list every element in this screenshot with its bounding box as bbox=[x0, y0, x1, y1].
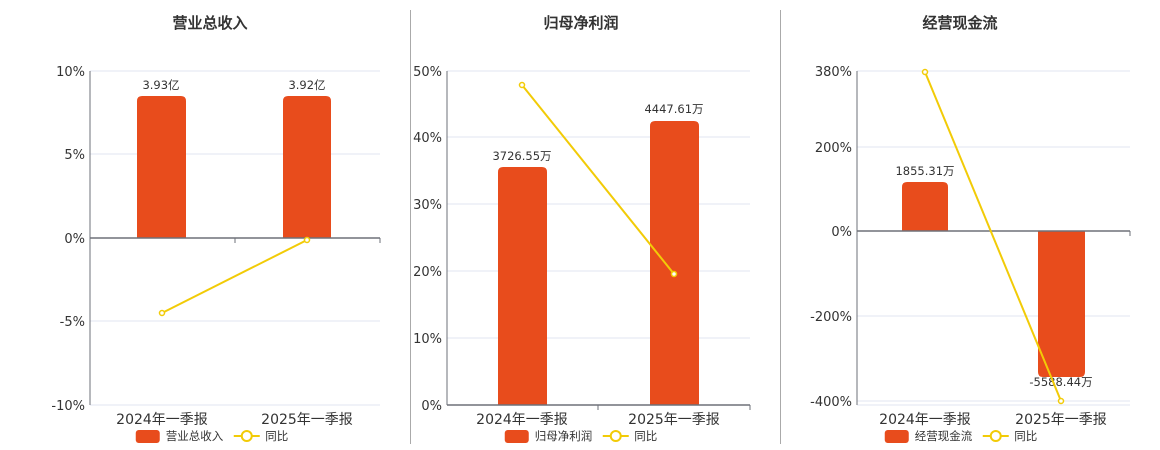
legend: 归母净利润 同比 bbox=[504, 428, 658, 444]
legend-line-label[interactable]: 同比 bbox=[1014, 429, 1038, 443]
y-tick-label: 0% bbox=[421, 399, 442, 414]
y-tick-label: 0% bbox=[831, 225, 852, 240]
y-tick-label: 380% bbox=[815, 65, 852, 80]
legend-bar-swatch[interactable] bbox=[504, 429, 529, 443]
legend-line-label[interactable]: 同比 bbox=[265, 429, 289, 443]
legend-bar-label[interactable]: 经营现金流 bbox=[914, 429, 973, 443]
legend-line-icon[interactable] bbox=[982, 429, 1009, 443]
panel-divider bbox=[410, 10, 411, 444]
bar-value-label: 3726.55万 bbox=[492, 149, 551, 163]
y-tick-label: -5% bbox=[60, 315, 85, 330]
x-category-label: 2025年一季报 bbox=[261, 412, 353, 428]
bar-2025q1[interactable] bbox=[283, 96, 331, 238]
bar-2025q1[interactable] bbox=[1038, 231, 1085, 377]
legend-bar-label[interactable]: 归母净利润 bbox=[534, 429, 593, 443]
bar-value-label: 3.92亿 bbox=[288, 78, 325, 92]
legend-line-icon[interactable] bbox=[233, 429, 260, 443]
y-tick-label: -400% bbox=[810, 395, 852, 410]
bar-value-label: 4447.61万 bbox=[644, 102, 703, 116]
y-tick-label: 40% bbox=[413, 131, 442, 146]
yoy-point[interactable] bbox=[303, 236, 311, 244]
x-category-label: 2025年一季报 bbox=[628, 412, 720, 428]
y-tick-label: 0% bbox=[64, 232, 85, 247]
yoy-point[interactable] bbox=[1057, 397, 1065, 405]
x-category-label: 2024年一季报 bbox=[879, 412, 971, 428]
yoy-line bbox=[521, 84, 675, 275]
y-tick-label: 10% bbox=[56, 65, 85, 80]
y-tick-label: 50% bbox=[413, 65, 442, 80]
x-category-label: 2024年一季报 bbox=[476, 412, 568, 428]
panel-divider bbox=[780, 10, 781, 444]
bar-2024q1[interactable] bbox=[498, 167, 547, 405]
grid-lines bbox=[447, 70, 750, 339]
y-tick-label: -10% bbox=[51, 399, 85, 414]
yoy-point[interactable] bbox=[921, 68, 929, 76]
bar-2024q1[interactable] bbox=[137, 96, 186, 238]
yoy-line bbox=[924, 71, 1062, 402]
chart-title: 经营现金流 bbox=[922, 14, 998, 32]
bar-2025q1[interactable] bbox=[650, 121, 699, 405]
y-tick-label: -200% bbox=[810, 310, 852, 325]
y-tick-label: 5% bbox=[64, 148, 85, 163]
bar-value-label: -5588.44万 bbox=[1029, 375, 1092, 389]
bar-2024q1[interactable] bbox=[902, 182, 948, 231]
legend: 经营现金流 同比 bbox=[884, 428, 1038, 444]
chart-panel-revenue: 营业总收入 10% 5% 0% -5% -10% 3.93亿 3.92亿 202… bbox=[0, 0, 400, 450]
legend-line-icon[interactable] bbox=[602, 429, 629, 443]
yoy-point[interactable] bbox=[158, 309, 166, 317]
chart-panel-net-profit: 归母净利润 50% 40% 30% 20% 10% 0% 3726.55万 44… bbox=[413, 14, 751, 444]
bar-value-label: 3.93亿 bbox=[142, 78, 179, 92]
legend-bar-label[interactable]: 营业总收入 bbox=[165, 429, 224, 443]
chart-title: 营业总收入 bbox=[172, 14, 248, 32]
y-tick-label: 200% bbox=[815, 141, 852, 156]
yoy-point[interactable] bbox=[518, 81, 526, 89]
legend-bar-swatch[interactable] bbox=[884, 429, 909, 443]
legend: 营业总收入 同比 bbox=[135, 428, 289, 444]
x-category-label: 2024年一季报 bbox=[116, 412, 208, 428]
y-tick-label: 10% bbox=[413, 332, 442, 347]
bar-value-label: 1855.31万 bbox=[895, 164, 954, 178]
chart-plot-net-profit: 50% 40% 30% 20% 10% 0% 3726.55万 4447.61万… bbox=[413, 65, 751, 428]
chart-plot-revenue: 10% 5% 0% -5% -10% 3.93亿 3.92亿 2024年一季报 … bbox=[51, 65, 381, 428]
yoy-point[interactable] bbox=[670, 270, 678, 278]
y-tick-label: 20% bbox=[413, 265, 442, 280]
legend-line-label[interactable]: 同比 bbox=[634, 429, 658, 443]
chart-title: 归母净利润 bbox=[543, 14, 619, 32]
yoy-line bbox=[161, 239, 308, 314]
y-tick-label: 30% bbox=[413, 198, 442, 213]
grid-lines bbox=[90, 70, 380, 406]
legend-bar-swatch[interactable] bbox=[135, 429, 160, 443]
x-category-label: 2025年一季报 bbox=[1015, 412, 1107, 428]
